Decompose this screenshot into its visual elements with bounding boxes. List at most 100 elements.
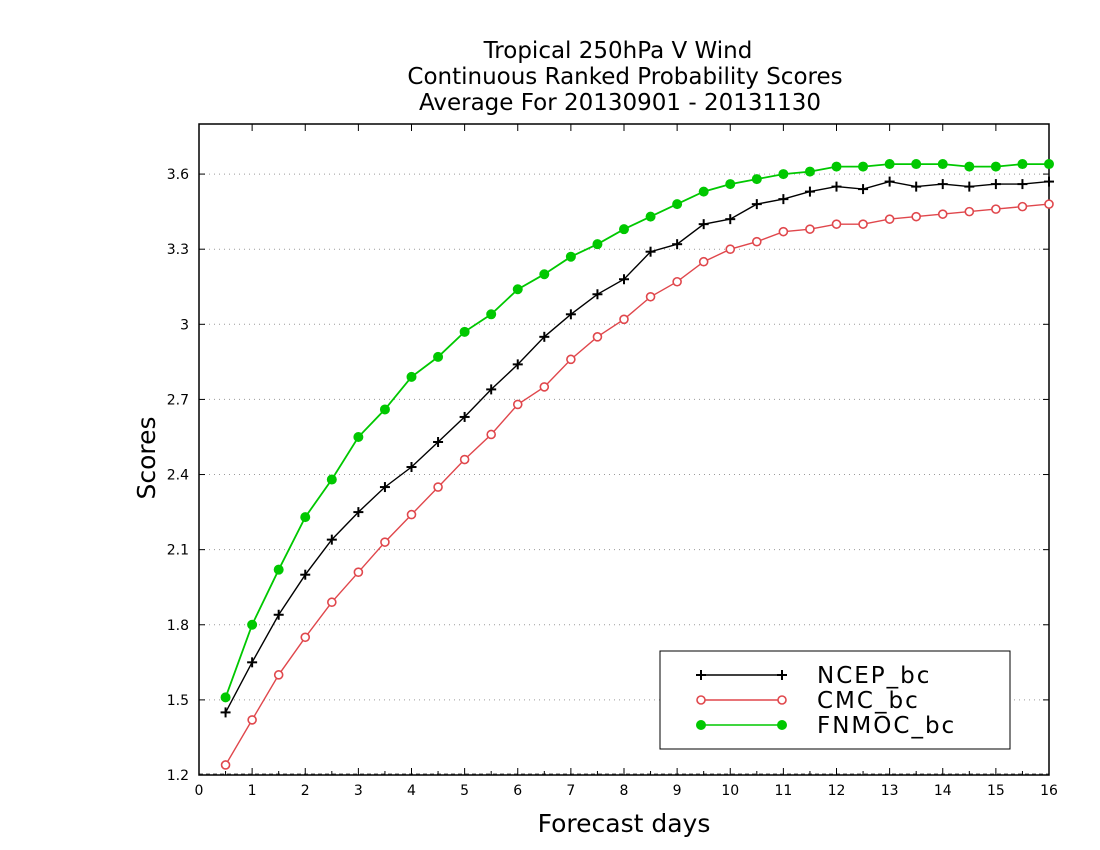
legend-marker-right-NCEP_bc	[777, 670, 787, 680]
legend-entry-NCEP_bc: NCEP_bc	[696, 663, 931, 689]
chart-title: Tropical 250hPa V Wind Continuous Ranked…	[407, 38, 842, 116]
point-NCEP_bc-15	[619, 274, 629, 285]
y-tick-label-5: 2.7	[167, 392, 189, 408]
point-FNMOC_bc-2	[273, 564, 284, 575]
point-CMC_bc-18	[698, 256, 709, 267]
point-FNMOC_bc-31	[1044, 159, 1054, 170]
point-NCEP_bc-22	[804, 186, 815, 197]
point-CMC_bc-14	[592, 332, 603, 342]
series-line-FNMOC_bc	[224, 163, 1049, 698]
point-FNMOC_bc-16	[645, 211, 656, 222]
point-CMC_bc-0	[220, 760, 231, 770]
point-FNMOC_bc-7	[406, 371, 417, 382]
x-tick-label-0: 0	[195, 783, 204, 799]
x-tick-label-2: 2	[301, 783, 310, 799]
point-FNMOC_bc-9	[459, 326, 470, 337]
point-FNMOC_bc-13	[565, 251, 576, 262]
point-CMC_bc-12	[539, 382, 550, 392]
point-NCEP_bc-10	[486, 384, 497, 395]
legend-label-NCEP_bc: NCEP_bc	[817, 663, 931, 689]
point-NCEP_bc-16	[645, 246, 656, 257]
point-NCEP_bc-0	[220, 707, 231, 718]
point-CMC_bc-31	[1044, 199, 1054, 209]
point-NCEP_bc-7	[406, 462, 417, 473]
point-NCEP_bc-31	[1044, 176, 1054, 187]
series-FNMOC_bc	[220, 159, 1054, 703]
axes: 1.21.51.82.12.42.733.33.60 1 2 3 4 5 6 7 8 9 10 11 1…	[167, 123, 1058, 799]
gridlines	[199, 173, 1049, 775]
point-CMC_bc-8	[433, 482, 443, 492]
point-NCEP_bc-2	[273, 609, 284, 620]
point-CMC_bc-11	[512, 399, 523, 410]
point-FNMOC_bc-24	[858, 161, 869, 172]
point-NCEP_bc-19	[725, 214, 736, 225]
point-CMC_bc-29	[991, 204, 1001, 214]
x-axis-label: Forecast days	[538, 809, 711, 838]
legend-marker-left-FNMOC_bc	[696, 720, 706, 730]
point-FNMOC_bc-26	[911, 159, 922, 170]
series-CMC_bc	[220, 199, 1054, 770]
y-tick-label-6: 3	[180, 317, 189, 333]
point-FNMOC_bc-11	[512, 284, 523, 295]
legend-marker-left-NCEP_bc	[696, 670, 706, 680]
point-CMC_bc-15	[619, 314, 629, 325]
point-FNMOC_bc-30	[1017, 159, 1028, 170]
point-CMC_bc-9	[459, 454, 470, 465]
point-CMC_bc-17	[672, 276, 682, 287]
point-FNMOC_bc-5	[353, 431, 364, 442]
x-tick-label-14: 14	[934, 783, 952, 799]
point-FNMOC_bc-3	[300, 512, 311, 523]
point-CMC_bc-19	[725, 244, 736, 254]
point-CMC_bc-1	[247, 715, 257, 725]
point-NCEP_bc-27	[937, 179, 948, 190]
legend-label-CMC_bc: CMC_bc	[817, 688, 920, 714]
point-CMC_bc-27	[937, 209, 948, 219]
series-lines	[220, 159, 1054, 770]
point-NCEP_bc-20	[751, 199, 762, 210]
series-NCEP_bc	[220, 176, 1054, 718]
point-NCEP_bc-30	[1017, 179, 1028, 190]
point-CMC_bc-25	[884, 214, 895, 224]
point-CMC_bc-21	[778, 226, 789, 237]
point-CMC_bc-7	[406, 509, 417, 520]
point-CMC_bc-24	[858, 219, 868, 229]
point-FNMOC_bc-18	[698, 186, 709, 197]
point-FNMOC_bc-14	[592, 239, 603, 250]
point-CMC_bc-22	[805, 224, 815, 234]
point-NCEP_bc-18	[698, 219, 709, 230]
point-FNMOC_bc-27	[937, 159, 948, 170]
point-FNMOC_bc-12	[539, 269, 550, 280]
point-FNMOC_bc-10	[486, 309, 497, 320]
x-tick-label-12: 12	[828, 783, 846, 799]
point-NCEP_bc-5	[353, 507, 364, 518]
point-FNMOC_bc-20	[751, 174, 762, 185]
point-FNMOC_bc-4	[326, 474, 337, 485]
x-tick-label-4: 4	[407, 783, 416, 799]
x-tick-label-1: 1	[248, 783, 257, 799]
point-NCEP_bc-29	[990, 179, 1001, 190]
point-NCEP_bc-24	[858, 184, 869, 195]
point-FNMOC_bc-22	[804, 166, 815, 177]
x-tick-label-13: 13	[881, 783, 899, 799]
point-NCEP_bc-11	[512, 359, 523, 370]
point-CMC_bc-3	[300, 632, 311, 643]
point-NCEP_bc-25	[884, 176, 895, 187]
legend-entry-FNMOC_bc: FNMOC_bc	[696, 713, 954, 739]
point-FNMOC_bc-25	[884, 159, 895, 170]
legend-entry-CMC_bc: CMC_bc	[696, 688, 920, 714]
point-CMC_bc-26	[911, 211, 921, 222]
y-tick-label-7: 3.3	[167, 242, 189, 258]
point-CMC_bc-16	[645, 291, 656, 302]
x-tick-label-16: 16	[1040, 783, 1058, 799]
point-CMC_bc-23	[831, 219, 842, 229]
point-CMC_bc-30	[1017, 201, 1028, 212]
legend-marker-right-FNMOC_bc	[777, 720, 787, 730]
x-tick-label-11: 11	[774, 783, 792, 799]
point-FNMOC_bc-28	[964, 161, 975, 172]
point-CMC_bc-28	[964, 206, 975, 217]
point-NCEP_bc-4	[326, 534, 337, 545]
point-CMC_bc-13	[566, 354, 576, 365]
point-NCEP_bc-17	[672, 239, 683, 250]
